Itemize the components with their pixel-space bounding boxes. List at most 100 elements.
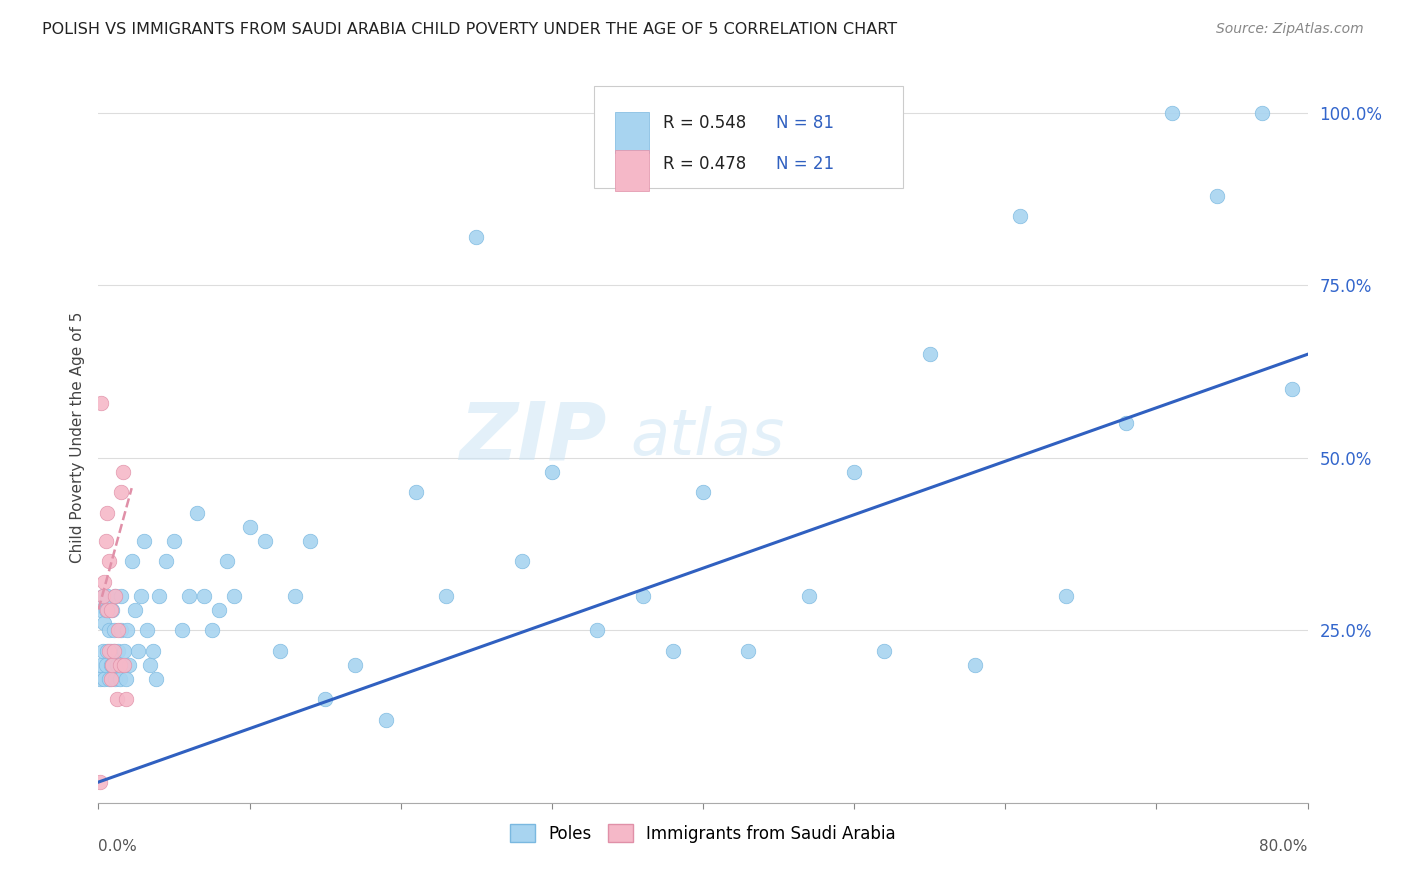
Point bbox=[96, 506, 118, 520]
Point bbox=[114, 692, 136, 706]
Text: N = 21: N = 21 bbox=[776, 155, 834, 173]
Point bbox=[101, 657, 124, 672]
Point bbox=[163, 533, 186, 548]
Point bbox=[104, 589, 127, 603]
Point bbox=[269, 644, 291, 658]
Point bbox=[344, 657, 367, 672]
Point bbox=[1010, 209, 1032, 223]
Point bbox=[110, 624, 132, 638]
Point bbox=[193, 589, 215, 603]
Point bbox=[112, 657, 135, 672]
Point bbox=[100, 657, 122, 672]
Point bbox=[284, 589, 307, 603]
FancyBboxPatch shape bbox=[614, 112, 648, 153]
Point bbox=[631, 589, 654, 603]
Text: Source: ZipAtlas.com: Source: ZipAtlas.com bbox=[1216, 22, 1364, 37]
Point bbox=[96, 602, 118, 616]
Point bbox=[1251, 105, 1274, 120]
Point bbox=[115, 624, 138, 638]
Point bbox=[148, 589, 170, 603]
Y-axis label: Child Poverty Under the Age of 5: Child Poverty Under the Age of 5 bbox=[69, 311, 84, 563]
Point bbox=[105, 692, 128, 706]
Legend: Poles, Immigrants from Saudi Arabia: Poles, Immigrants from Saudi Arabia bbox=[503, 818, 903, 849]
Point bbox=[121, 554, 143, 568]
Point bbox=[94, 533, 117, 548]
Point bbox=[1054, 589, 1077, 603]
Point bbox=[124, 602, 146, 616]
FancyBboxPatch shape bbox=[614, 151, 648, 191]
Point bbox=[98, 644, 121, 658]
Point bbox=[90, 602, 112, 616]
Point bbox=[797, 589, 820, 603]
Point bbox=[101, 657, 124, 672]
Point bbox=[586, 624, 609, 638]
Point bbox=[434, 589, 457, 603]
Point bbox=[737, 644, 759, 658]
Point bbox=[201, 624, 224, 638]
Text: ZIP: ZIP bbox=[458, 398, 606, 476]
Point bbox=[135, 624, 157, 638]
Point bbox=[129, 589, 152, 603]
Point bbox=[111, 657, 134, 672]
Point bbox=[139, 657, 162, 672]
Point bbox=[90, 657, 112, 672]
Point bbox=[96, 644, 118, 658]
Point bbox=[93, 672, 115, 686]
Point bbox=[155, 554, 177, 568]
Point bbox=[127, 644, 149, 658]
Point bbox=[844, 465, 866, 479]
Point bbox=[108, 672, 131, 686]
Point bbox=[108, 657, 131, 672]
Point bbox=[107, 624, 129, 638]
Point bbox=[661, 644, 683, 658]
Point bbox=[224, 589, 246, 603]
Point bbox=[510, 554, 533, 568]
Point bbox=[186, 506, 208, 520]
Text: POLISH VS IMMIGRANTS FROM SAUDI ARABIA CHILD POVERTY UNDER THE AGE OF 5 CORRELAT: POLISH VS IMMIGRANTS FROM SAUDI ARABIA C… bbox=[42, 22, 897, 37]
Point bbox=[91, 644, 114, 658]
Point bbox=[111, 465, 134, 479]
Point bbox=[374, 713, 396, 727]
Point bbox=[692, 485, 714, 500]
Point bbox=[98, 554, 121, 568]
Point bbox=[112, 644, 135, 658]
Text: atlas: atlas bbox=[630, 406, 785, 468]
Point bbox=[299, 533, 322, 548]
Point bbox=[93, 616, 115, 631]
Point bbox=[96, 589, 118, 603]
Text: R = 0.478: R = 0.478 bbox=[664, 155, 747, 173]
Point bbox=[89, 672, 111, 686]
Point bbox=[104, 672, 127, 686]
Point bbox=[107, 644, 129, 658]
Point bbox=[94, 657, 117, 672]
Point bbox=[103, 624, 125, 638]
Text: 80.0%: 80.0% bbox=[1260, 839, 1308, 855]
Point bbox=[100, 644, 122, 658]
Point bbox=[93, 574, 115, 589]
Point bbox=[100, 602, 122, 616]
Point bbox=[1206, 188, 1229, 202]
Point bbox=[179, 589, 201, 603]
Point bbox=[145, 672, 167, 686]
FancyBboxPatch shape bbox=[595, 86, 903, 188]
Point bbox=[91, 589, 114, 603]
Point bbox=[100, 672, 122, 686]
Point bbox=[98, 624, 121, 638]
Point bbox=[142, 644, 165, 658]
Point bbox=[215, 554, 238, 568]
Point bbox=[98, 672, 121, 686]
Point bbox=[540, 465, 562, 479]
Point bbox=[314, 692, 336, 706]
Point bbox=[873, 644, 896, 658]
Point bbox=[89, 775, 111, 789]
Point bbox=[918, 347, 941, 361]
Point bbox=[91, 589, 114, 603]
Point bbox=[103, 644, 125, 658]
Point bbox=[208, 602, 231, 616]
Point bbox=[1115, 417, 1137, 431]
Text: N = 81: N = 81 bbox=[776, 114, 834, 132]
Point bbox=[239, 520, 262, 534]
Point bbox=[170, 624, 193, 638]
Point bbox=[104, 589, 127, 603]
Point bbox=[965, 657, 987, 672]
